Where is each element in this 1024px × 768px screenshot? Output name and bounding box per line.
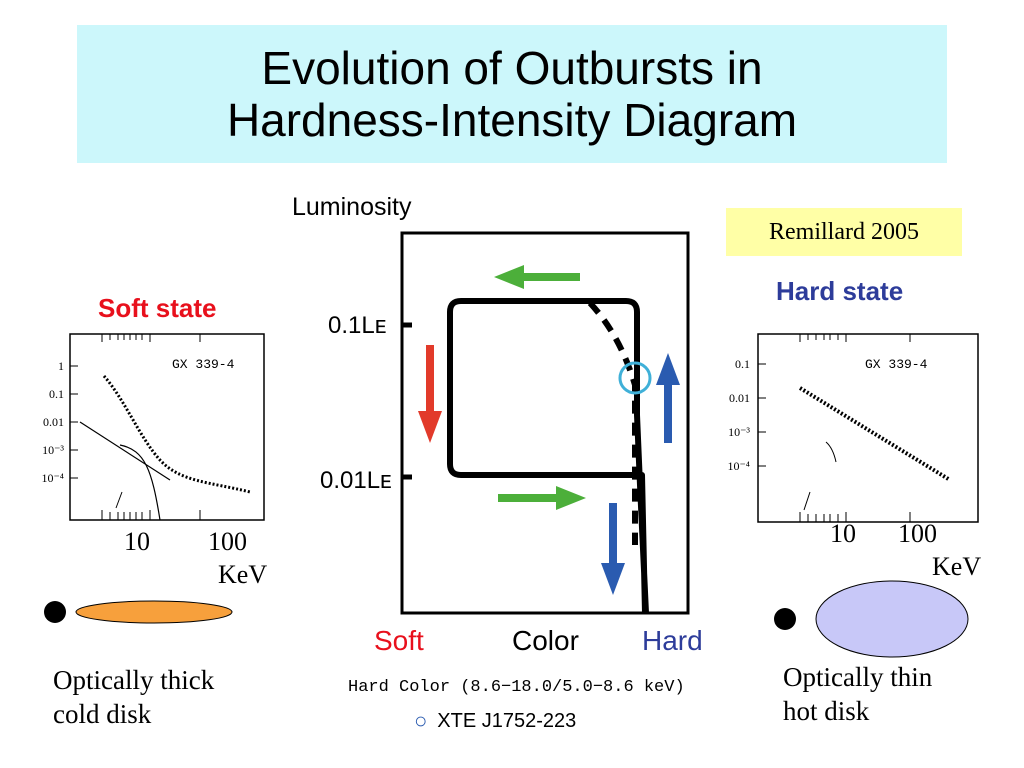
soft-marker-tick bbox=[115, 491, 123, 509]
green-arrow-top bbox=[494, 265, 580, 289]
soft-source-label: GX 339-4 bbox=[172, 357, 235, 372]
hard-color-axis-label: Hard Color (8.6−18.0/5.0−8.6 keV) bbox=[348, 678, 685, 697]
hard-x-tick-labels: 10 100 KeV bbox=[830, 519, 981, 581]
green-arrow-bottom bbox=[498, 486, 586, 510]
soft-spectrum-plot: GX 339-4 1 0.1 0.01 10⁻³ 10⁻⁴ 10 100 KeV bbox=[41, 333, 267, 589]
soft-plot-frame bbox=[69, 333, 265, 521]
outburst-track bbox=[447, 298, 649, 614]
hard-caption-line: hot disk bbox=[783, 696, 870, 726]
cold-disk-icon bbox=[75, 600, 233, 624]
title-line-1: Evolution of Outbursts in bbox=[261, 42, 763, 94]
soft-y-tick: 0.1 bbox=[49, 387, 64, 401]
soft-caption: Optically thick cold disk bbox=[53, 663, 214, 731]
reference-label: Remillard 2005 bbox=[726, 208, 962, 256]
soft-y-tick: 1 bbox=[58, 359, 64, 373]
hard-plot-ticks bbox=[758, 334, 911, 522]
soft-y-tick: 10⁻⁴ bbox=[41, 471, 64, 485]
hid-frame bbox=[400, 231, 690, 615]
x-axis-color: Color bbox=[512, 625, 579, 656]
hard-source-label: GX 339-4 bbox=[865, 357, 928, 372]
compact-object-icon bbox=[44, 601, 66, 623]
soft-plot-ticks bbox=[70, 334, 201, 520]
hard-caption-line: Optically thin bbox=[783, 662, 933, 692]
soft-y-tick-labels: 1 0.1 0.01 10⁻³ 10⁻⁴ bbox=[41, 359, 64, 485]
hard-y-tick: 0.01 bbox=[729, 391, 750, 405]
hard-y-tick: 10⁻⁴ bbox=[727, 459, 750, 473]
hard-y-tick: 10⁻³ bbox=[728, 425, 750, 439]
hard-spectrum-plot: GX 339-4 0.1 0.01 10⁻³ 10⁻⁴ 10 100 KeV bbox=[727, 333, 981, 581]
soft-disk-component bbox=[119, 444, 161, 521]
hard-y-tick-labels: 0.1 0.01 10⁻³ 10⁻⁴ bbox=[727, 357, 750, 473]
red-arrow-down bbox=[418, 345, 442, 443]
legend-circle-icon: ○ bbox=[414, 708, 428, 733]
compact-object-icon bbox=[774, 608, 796, 630]
soft-caption-line: Optically thick bbox=[53, 665, 215, 695]
hard-disk-component bbox=[825, 441, 837, 463]
hid-y-tick-label: 0.01Lᴇ bbox=[320, 467, 392, 494]
hard-caption: Optically thin hot disk bbox=[783, 660, 932, 728]
soft-x-tick: 100 bbox=[208, 527, 247, 556]
title-banner: Evolution of Outbursts in Hardness-Inten… bbox=[77, 25, 947, 163]
soft-x-tick: 10 bbox=[124, 527, 150, 556]
hard-marker-tick bbox=[803, 491, 811, 511]
x-axis-soft: Soft bbox=[374, 625, 424, 656]
legend-label: XTE J1752-223 bbox=[437, 709, 577, 732]
soft-x-tick-labels: 10 100 KeV bbox=[124, 527, 267, 589]
hard-x-tick: 10 bbox=[830, 519, 856, 548]
hard-plot-frame bbox=[757, 333, 979, 523]
hard-x-unit: KeV bbox=[932, 552, 981, 581]
soft-caption-line: cold disk bbox=[53, 699, 152, 729]
hard-disk-illustration bbox=[774, 580, 969, 658]
title-line-2: Hardness-Intensity Diagram bbox=[226, 94, 798, 146]
hard-x-tick: 100 bbox=[898, 519, 937, 548]
hard-spectrum-data bbox=[798, 386, 952, 482]
hard-state-label: Hard state bbox=[776, 276, 904, 306]
soft-disk-illustration bbox=[44, 600, 233, 624]
x-axis-hard: Hard bbox=[642, 625, 703, 656]
soft-powerlaw-component bbox=[79, 421, 171, 481]
dashed-track bbox=[587, 300, 638, 545]
soft-state-label: Soft state bbox=[98, 293, 217, 323]
xte-j1752-marker bbox=[618, 361, 652, 395]
hard-y-tick: 0.1 bbox=[735, 357, 750, 371]
blue-arrow-up bbox=[656, 353, 680, 443]
blue-arrow-down bbox=[601, 503, 625, 595]
hot-disk-icon bbox=[815, 580, 969, 658]
soft-y-tick: 10⁻³ bbox=[42, 443, 64, 457]
soft-spectrum-data bbox=[102, 375, 251, 494]
hardness-intensity-diagram: Luminosity 0.1Lᴇ 0.01Lᴇ Soft Color Hard … bbox=[292, 193, 703, 697]
soft-x-unit: KeV bbox=[218, 560, 267, 589]
hid-y-tick-label: 0.1Lᴇ bbox=[328, 312, 386, 339]
soft-y-tick: 0.01 bbox=[43, 415, 64, 429]
legend: ○ XTE J1752-223 bbox=[414, 708, 576, 734]
luminosity-axis-label: Luminosity bbox=[292, 193, 412, 221]
